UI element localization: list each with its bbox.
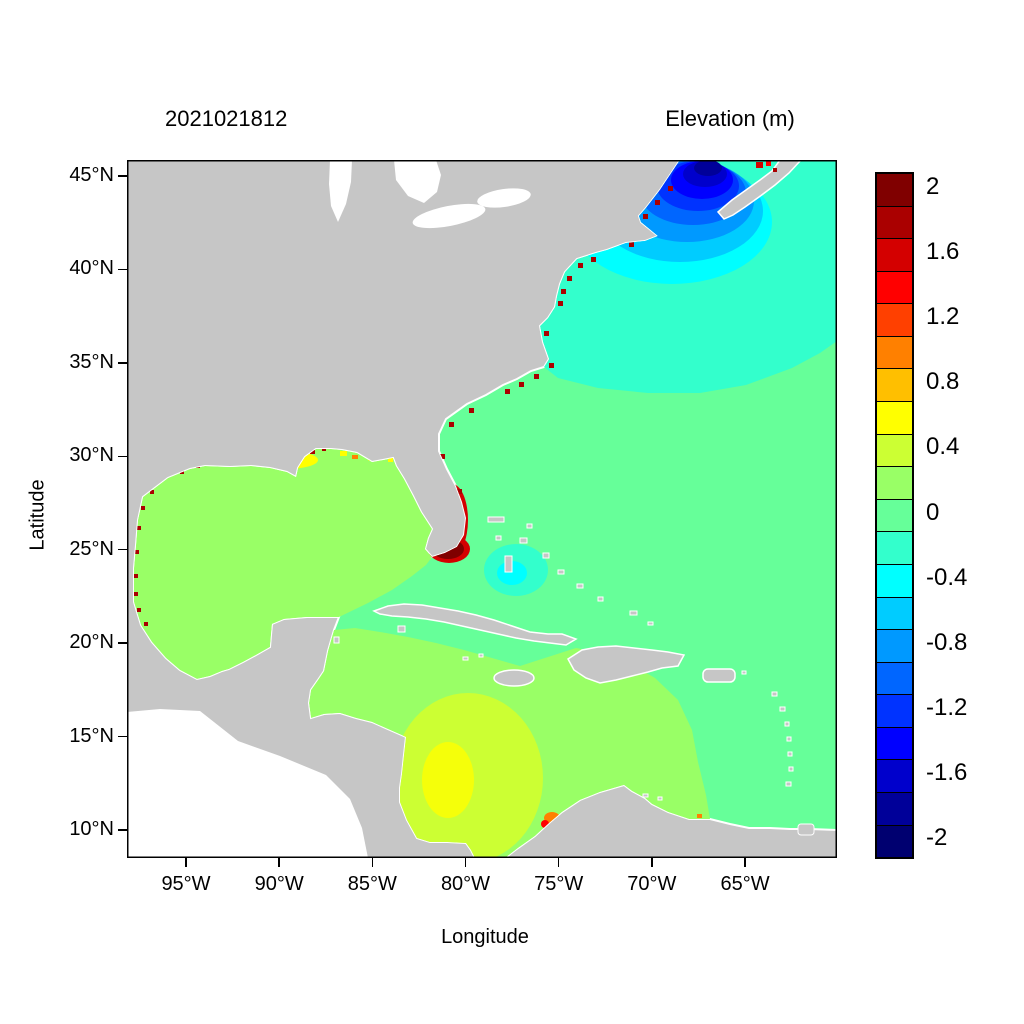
colorbar-tick-label: 1.6 [926,238,960,266]
x-tick-mark [651,858,653,867]
run-timestamp: 2021021812 [165,106,288,131]
sw-caribbean-warm-patch [393,693,543,858]
colorbar-tick-label: 0.4 [926,433,960,461]
hispaniola [567,645,686,684]
x-tick-mark [371,858,374,867]
y-tick-label: 20°N [69,631,114,654]
colorbar-segment [877,759,912,792]
bahamas-islands [487,516,654,626]
y-tick-mark [118,548,127,551]
x-tick-label: 95°W [161,873,211,895]
y-tick-label: 25°N [69,537,114,560]
y-tick-mark [118,735,127,738]
colorbar-segment [877,335,912,369]
colorbar-tick-label: -0.8 [926,628,968,656]
colorbar-segment [877,174,912,206]
y-tick-mark [118,642,127,644]
jamaica [493,669,535,687]
colorbar-segment [877,824,912,858]
x-tick-mark [464,858,467,867]
great-lakes [329,160,531,229]
colorbar-tick-label: -1.2 [926,693,968,721]
y-tick-mark [118,175,127,177]
colorbar-tick-label: -1.6 [926,758,968,786]
colorbar-segment [877,531,912,564]
colorbar-segment [877,596,912,630]
x-tick-mark [278,858,280,867]
colorbar-segment [877,498,912,532]
colorbar-segment [877,563,912,597]
map-plot [127,160,837,858]
colorbar-tick-label: -0.4 [926,563,968,591]
colorbar-tick-label: 0 [926,498,940,526]
colorbar-tick-label: 2 [926,173,940,201]
y-tick-label: 45°N [69,164,114,186]
gulf-of-mexico-region [134,449,432,679]
x-tick-label: 70°W [627,873,677,895]
nova-scotia-warm-specks [756,161,777,172]
trinidad [797,823,815,836]
colorbar-segment [877,466,912,499]
colorbar-segment [877,694,912,727]
x-tick-mark [557,858,560,867]
lesser-antilles [333,636,794,801]
x-tick-label: 75°W [534,873,584,895]
bahamas-cool-patch [484,544,548,596]
y-tick-label: 35°N [69,350,114,373]
x-tick-mark [185,858,187,867]
colorbar-segment [877,401,912,434]
colorbar [875,172,914,859]
x-tick-label: 80°W [440,873,491,895]
colorbar-title: Elevation (m) [665,106,795,131]
colorbar-tick-label: 1.2 [926,303,960,331]
colorbar-segment [877,368,912,402]
colorbar-segment [877,433,912,467]
colorbar-tick-label: -2 [926,823,948,851]
colorbar-segment [877,661,912,695]
x-tick-mark [744,858,746,867]
coastal-high-specks-east [417,186,673,511]
colorbar-segment [877,629,912,662]
x-axis-label: Longitude [441,926,529,948]
y-tick-mark [118,455,127,458]
y-tick-mark [118,362,127,364]
y-tick-label: 40°N [69,257,114,280]
colorbar-segment [877,791,912,825]
pacific-no-data [127,709,368,858]
x-tick-label: 85°W [347,873,397,895]
colorbar-tick-label: 0.8 [926,368,960,396]
puerto-rico [702,668,736,683]
y-tick-label: 10°N [69,818,114,840]
x-tick-label: 65°W [720,873,770,895]
colorbar-segment [877,303,912,336]
colorbar-segment [877,238,912,271]
y-tick-mark [118,829,127,831]
x-tick-label: 90°W [254,873,304,895]
nova-scotia [716,160,803,220]
y-tick-label: 30°N [69,444,114,467]
colorbar-segment [877,205,912,239]
cuba [372,603,578,646]
y-tick-label: 15°N [69,724,114,747]
colorbar-segment [877,726,912,760]
colorbar-segment [877,270,912,304]
y-tick-mark [118,268,127,271]
isle-of-youth [397,625,406,633]
plot-border [127,160,837,858]
